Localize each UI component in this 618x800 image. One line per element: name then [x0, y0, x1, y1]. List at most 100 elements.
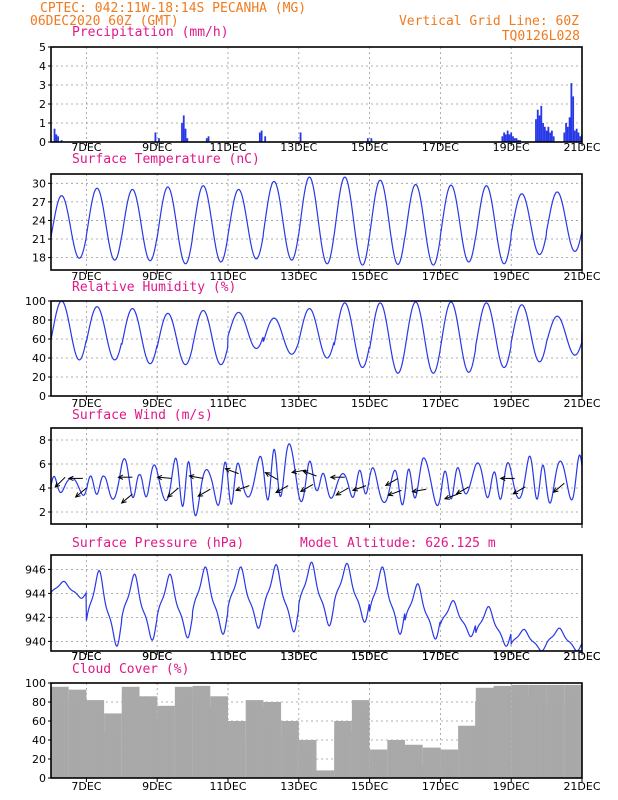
series-line — [51, 177, 582, 265]
y-tick-label: 944 — [25, 587, 46, 600]
panel-frame — [51, 301, 582, 396]
precip-bar — [576, 129, 578, 142]
y-tick-label: 0 — [39, 136, 46, 149]
x-tick-label: 15DEC — [351, 397, 388, 410]
x-tick-label: 15DEC — [351, 270, 388, 283]
y-tick-label: 60 — [32, 715, 46, 728]
y-tick-label: 40 — [32, 352, 46, 365]
y-tick-label: 940 — [25, 635, 46, 648]
x-tick-label: 13DEC — [280, 780, 317, 793]
precip-bar — [569, 117, 571, 142]
y-tick-label: 100 — [25, 295, 46, 308]
y-tick-label: 21 — [32, 233, 46, 246]
x-tick-label: 21DEC — [563, 780, 600, 793]
header-right-line1: Vertical Grid Line: 60Z — [399, 14, 579, 29]
wind-barb — [513, 487, 525, 494]
x-tick-label: 15DEC — [351, 780, 388, 793]
plot-area-4 — [51, 562, 582, 651]
x-tick-label: 11DEC — [209, 650, 246, 663]
plot-area-5 — [51, 685, 582, 778]
x-tick-label: 17DEC — [422, 270, 459, 283]
panel-title: Surface Wind (m/s) — [72, 408, 213, 423]
y-tick-label: 0 — [39, 772, 46, 785]
y-tick-label: 3 — [39, 79, 46, 92]
y-tick-label: 2 — [39, 506, 46, 519]
precip-bar — [535, 119, 537, 142]
panel-title: Surface Pressure (hPa) — [72, 536, 244, 551]
header-right-line2: TQ0126L028 — [502, 29, 580, 44]
y-tick-label: 27 — [32, 196, 46, 209]
x-tick-label: 21DEC — [563, 270, 600, 283]
y-tick-label: 6 — [39, 458, 46, 471]
x-tick-label: 15DEC — [351, 650, 388, 663]
precip-bar — [539, 115, 541, 142]
y-tick-label: 80 — [32, 696, 46, 709]
plot-area-1 — [51, 177, 582, 265]
precip-bar — [537, 110, 539, 142]
panel-title: Precipitation (mm/h) — [72, 25, 229, 40]
precip-bar — [183, 115, 185, 142]
y-tick-label: 1 — [39, 117, 46, 130]
y-tick-label: 942 — [25, 611, 46, 624]
panel-frame — [51, 174, 582, 270]
y-tick-label: 8 — [39, 434, 46, 447]
precip-bar — [546, 131, 548, 142]
panel-2 — [48, 301, 582, 400]
precip-bar — [542, 123, 544, 142]
y-tick-label: 946 — [25, 563, 46, 576]
x-tick-label: 13DEC — [280, 141, 317, 154]
precip-bar — [540, 106, 542, 142]
y-tick-label: 2 — [39, 98, 46, 111]
wind-barb — [122, 494, 133, 503]
plot-area-2 — [51, 301, 582, 373]
x-tick-label: 13DEC — [280, 270, 317, 283]
panel-1 — [48, 174, 582, 274]
y-tick-label: 20 — [32, 371, 46, 384]
x-tick-label: 21DEC — [563, 650, 600, 663]
series-line — [51, 301, 582, 373]
precip-bar — [547, 127, 549, 142]
x-tick-label: 13DEC — [280, 650, 317, 663]
series-line — [51, 562, 582, 651]
precip-bar — [565, 123, 567, 142]
wind-barb — [168, 488, 179, 497]
wind-barb — [157, 475, 171, 479]
x-tick-label: 13DEC — [280, 397, 317, 410]
panel-4 — [48, 555, 582, 655]
precip-bar — [55, 134, 57, 142]
x-tick-label: 21DEC — [563, 397, 600, 410]
x-tick-label: 7DEC — [71, 780, 101, 793]
wind-barb — [336, 488, 348, 495]
y-tick-label: 60 — [32, 333, 46, 346]
precip-bar — [553, 136, 555, 142]
precip-bar — [185, 129, 187, 142]
x-tick-label: 11DEC — [209, 780, 246, 793]
panel-3 — [48, 428, 582, 528]
x-tick-label: 19DEC — [493, 270, 530, 283]
precip-bar — [544, 127, 546, 142]
wind-barb — [76, 488, 87, 497]
precip-bar — [570, 83, 572, 142]
x-tick-label: 15DEC — [351, 141, 388, 154]
panel-subtitle: Model Altitude: 626.125 m — [300, 536, 496, 551]
x-tick-label: 17DEC — [422, 780, 459, 793]
y-tick-label: 4 — [39, 60, 46, 73]
wind-barb — [412, 489, 426, 493]
panel-title: Cloud Cover (%) — [72, 662, 189, 677]
wind-barb — [69, 476, 83, 480]
wind-barb — [303, 471, 316, 476]
meteogram: CPTEC: 042:11W-18:14S PECANHA (MG)06DEC2… — [0, 0, 618, 800]
panel-title: Surface Temperature (nC) — [72, 152, 260, 167]
x-tick-label: 9DEC — [142, 780, 172, 793]
panel-5 — [48, 683, 582, 782]
y-tick-label: 0 — [39, 390, 46, 403]
x-tick-label: 17DEC — [422, 650, 459, 663]
precip-bar — [181, 123, 183, 142]
y-tick-label: 100 — [25, 677, 46, 690]
x-tick-label: 11DEC — [209, 397, 246, 410]
y-tick-label: 80 — [32, 314, 46, 327]
cloud-bar — [317, 770, 335, 778]
precip-bar — [572, 96, 574, 142]
x-tick-label: 19DEC — [493, 397, 530, 410]
precip-bar — [54, 129, 56, 142]
